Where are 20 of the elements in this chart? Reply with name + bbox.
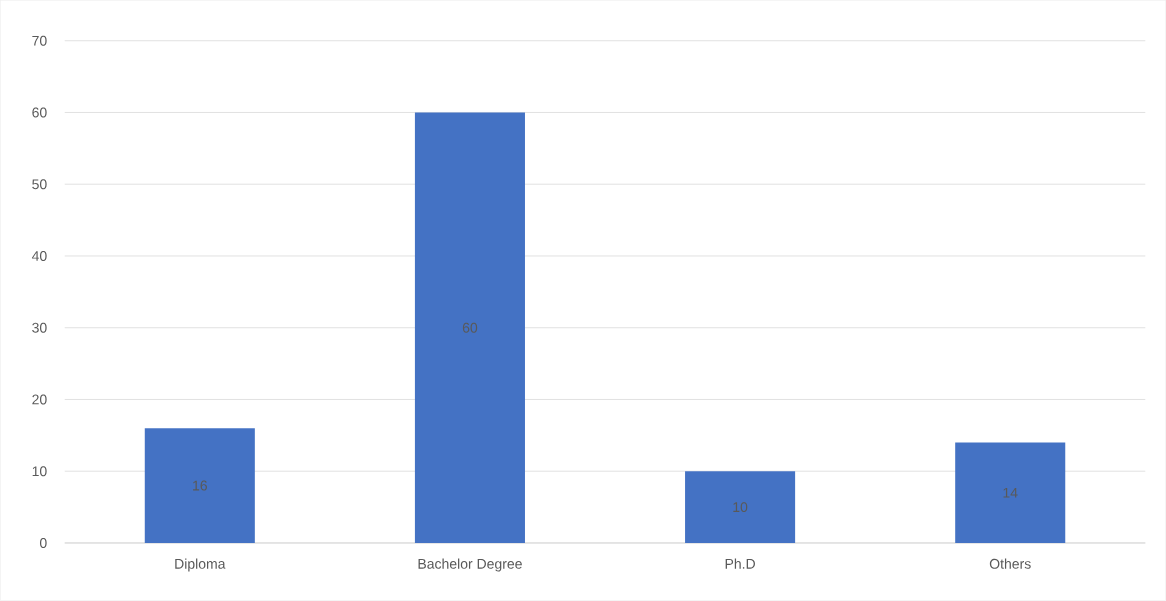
bar bbox=[414, 112, 525, 544]
y-tick-label: 70 bbox=[32, 35, 47, 46]
x-tick-label: Diploma bbox=[175, 558, 226, 572]
y-tick-label: 50 bbox=[32, 179, 47, 190]
data-label: 60 bbox=[462, 322, 478, 333]
y-tick-label: 20 bbox=[32, 394, 47, 405]
bar bbox=[685, 471, 796, 544]
data-label: 16 bbox=[193, 480, 207, 491]
x-tick-label: Bachelor Degree bbox=[418, 558, 522, 572]
bar bbox=[955, 442, 1066, 544]
x-tick-label: Others bbox=[989, 558, 1031, 569]
y-tick-label: 60 bbox=[32, 107, 47, 118]
y-tick-label: 0 bbox=[39, 538, 47, 549]
y-tick-label: 40 bbox=[31, 251, 47, 262]
x-tick-label: Ph.D bbox=[725, 558, 755, 569]
bar bbox=[144, 428, 255, 544]
data-label: 10 bbox=[733, 502, 748, 513]
y-tick-label: 30 bbox=[32, 322, 47, 333]
y-tick-label: 10 bbox=[32, 466, 47, 477]
data-label: 14 bbox=[1003, 488, 1018, 498]
